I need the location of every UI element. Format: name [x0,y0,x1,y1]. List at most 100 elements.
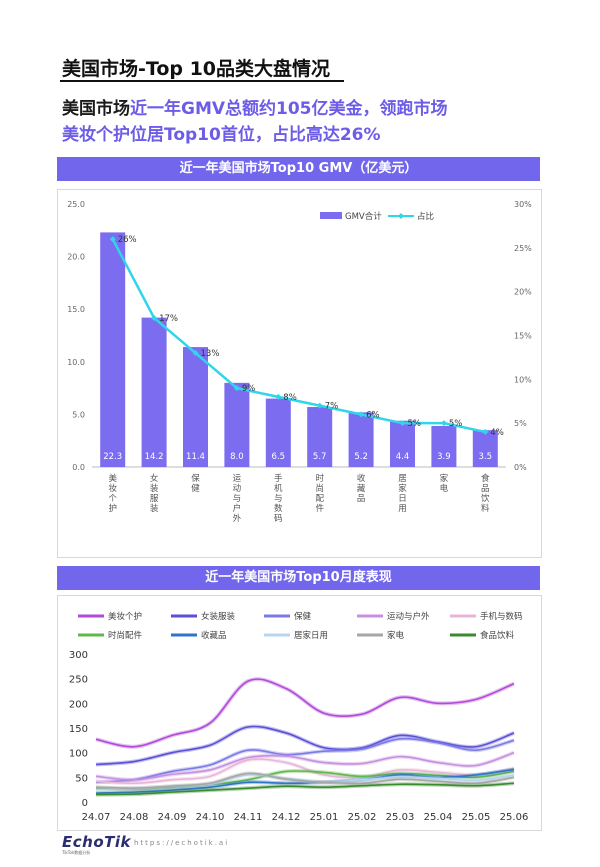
series-line [95,758,515,785]
category-label-char: 配 [315,494,324,504]
category-label-char: 户 [233,503,242,514]
gmv-chart-panel: 0.0 5.0 10.0 15.0 20.0 25.0 0% 5% 10% 15% 20% 25% 30… [57,189,542,558]
category-label-char: 家 [440,473,449,484]
x-tick-label: 24.07 [82,812,111,823]
series-line [95,751,515,781]
category-label: 时尚配件 [315,473,324,514]
category-label-char: 服 [150,494,159,504]
share-marker [399,420,406,427]
gmv-bar [265,398,291,467]
category-label-char: 护 [108,503,117,514]
category-label-char: 运 [233,474,242,484]
x-tick-label: 25.01 [310,812,339,823]
y-tick-label: 0 [82,798,88,809]
y-tick-label: 50 [75,773,88,784]
legend-gmv-swatch [320,212,342,219]
monthly-chart-panel: 0 50 100 150 200 250 300 24.07 24.08 24.09 24.10 24… [57,595,542,831]
y-tick-label: 100 [69,749,88,760]
category-label-char: 美 [108,473,117,484]
x-tick-label: 24.10 [196,812,225,823]
y-right-tick-label: 25% [514,244,532,253]
share-value-label: 17% [159,314,178,324]
category-label: 家电 [440,473,449,494]
share-marker [440,420,447,427]
series-line [95,737,515,784]
bar-value-label: 14.2 [145,452,164,462]
category-label-char: 手 [274,473,283,484]
footer-url[interactable]: https://echotik.ai [134,839,230,847]
category-label-char: 妆 [108,483,117,494]
y-tick-label: 300 [69,650,88,661]
gmv-bar [307,407,333,467]
headline-beauty-text: 美妆个护位居Top10首位，占比高达26% [62,125,381,145]
legend-label: 手机与数码 [480,611,523,622]
category-label-char: 件 [315,503,324,514]
legend-label: 家电 [387,630,405,641]
x-tick-label: 24.09 [158,812,187,823]
share-value-label: 4% [490,428,504,438]
gmv-bar-chart: 0.0 5.0 10.0 15.0 20.0 25.0 0% 5% 10% 15% 20% 25% 30… [67,200,532,524]
y-left-tick-label: 20.0 [67,253,85,262]
category-label-char: 尚 [315,483,324,494]
series-line [95,768,515,794]
category-label-char: 家 [398,483,407,494]
y-right-tick-label: 10% [514,375,532,384]
legend-label: 时尚配件 [108,630,143,641]
y-tick-label: 150 [69,724,88,735]
gmv-bar [141,317,167,467]
y-left-tick-label: 15.0 [67,305,85,314]
share-value-label: 9% [242,384,256,394]
share-marker [109,236,116,243]
y-right-tick-label: 0% [514,463,527,472]
legend-share-marker [398,213,404,219]
x-tick-label: 25.02 [348,812,377,823]
category-label-char: 电 [440,483,449,494]
x-tick-label: 24.11 [234,812,263,823]
share-value-label: 7% [325,402,339,412]
legend-label: 女装服装 [201,611,236,622]
category-label-char: 女 [150,473,159,484]
gmv-chart-banner: 近一年美国市场Top10 GMV（亿美元） [57,157,540,181]
series-line [95,770,515,790]
category-label-char: 时 [315,473,324,484]
share-value-label: 6% [366,410,380,420]
category-label-char: 装 [150,483,159,494]
category-label: 女装服装 [150,473,159,514]
share-value-label: 5% [449,419,463,429]
share-marker [358,411,365,418]
share-marker [192,350,199,357]
category-label-char: 与 [274,494,283,504]
category-label-char: 数 [274,503,283,514]
bar-value-label: 3.5 [479,452,493,462]
legend-label: 美妆个护 [108,611,142,622]
series-line [95,678,515,748]
x-tick-label: 24.12 [272,812,301,823]
legend-label: 保健 [294,611,312,622]
category-label-char: 居 [398,474,407,484]
category-label: 食品饮料 [481,473,490,514]
headline: 美国市场近一年GMV总额约105亿美金，领跑市场 美妆个护位居Top10首位，占… [62,96,448,148]
x-tick-label: 25.05 [462,812,491,823]
x-tick-label: 24.08 [120,812,149,823]
gmv-bar [100,232,126,467]
y-right-tick-label: 30% [514,200,532,209]
y-left-tick-label: 25.0 [67,200,85,209]
x-tick-label: 25.03 [386,812,415,823]
gmv-bar [431,425,457,467]
gmv-bar [348,412,374,467]
share-marker [233,385,240,392]
category-label-char: 饮 [481,493,490,504]
legend-label: 居家日用 [294,630,328,641]
category-label: 手机与数码 [274,473,283,524]
headline-gmv-text: 近一年GMV总额约105亿美金，领跑市场 [130,99,448,119]
category-label: 收藏品 [357,473,366,504]
legend-gmv-label: GMV合计 [345,211,382,222]
y-left-tick-label: 0.0 [72,463,85,472]
category-label-char: 品 [357,494,366,504]
echotik-logo: EchoTik [62,833,131,851]
share-marker [275,393,282,400]
legend-label: 运动与户外 [387,611,430,622]
bar-value-label: 11.4 [186,452,205,462]
bar-value-label: 5.7 [313,452,327,462]
share-value-label: 13% [201,349,220,359]
